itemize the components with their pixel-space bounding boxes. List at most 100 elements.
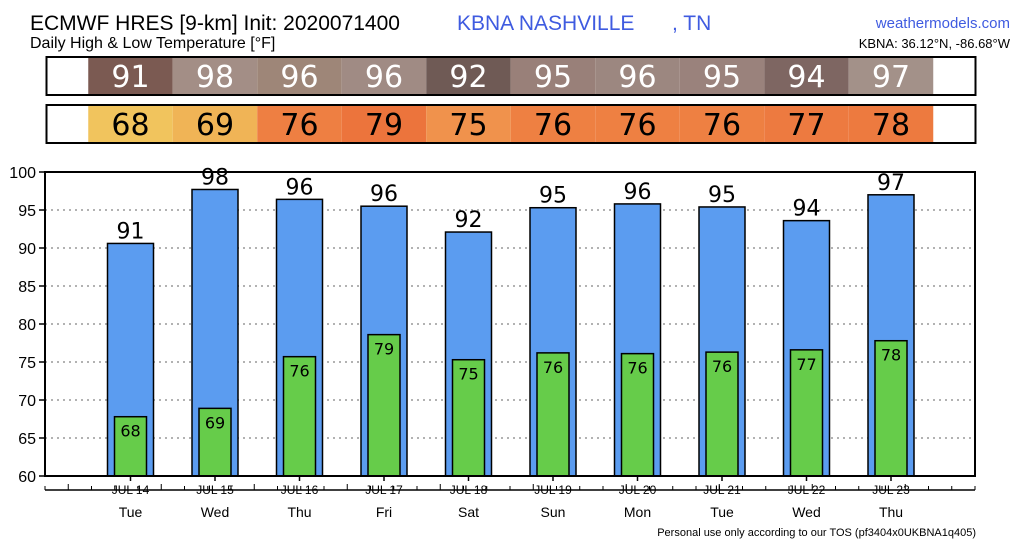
high-temp-strip-cell (764, 57, 849, 95)
x-date-label: JUL 14 (112, 483, 150, 497)
low-temp-bar (620, 352, 655, 477)
high-temp-label: 96 (286, 175, 314, 200)
low-temp-strip-border (45, 104, 977, 144)
x-weekday-label: Tue (119, 504, 143, 520)
x-weekday-label: Wed (792, 504, 821, 520)
high-temp-strip-border (45, 56, 977, 96)
plot-border (44, 171, 976, 477)
high-temp-strip-value: 95 (534, 60, 572, 95)
station-coordinates: KBNA: 36.12°N, -86.68°W (858, 36, 1010, 51)
high-temp-strip-cell (510, 57, 596, 95)
low-temp-label: 76 (289, 362, 309, 381)
high-temp-strip-cell (679, 57, 765, 95)
x-date-label: JUL 23 (872, 483, 910, 497)
site-credit: weathermodels.com (875, 15, 1010, 32)
y-tick-label: 70 (18, 393, 36, 410)
x-weekday-label: Mon (624, 504, 651, 520)
low-temp-strip-cell (679, 105, 765, 143)
x-date-label: JUL 20 (619, 483, 657, 497)
x-weekday-label: Sat (458, 504, 479, 520)
x-date-label: JUL 15 (196, 483, 234, 497)
x-weekday-label: Fri (376, 504, 392, 520)
low-temp-strip-value: 76 (280, 108, 318, 143)
low-temp-strip-cell (764, 105, 849, 143)
high-temp-label: 97 (877, 171, 905, 196)
usage-footer: Personal use only according to our TOS (… (657, 527, 976, 539)
x-weekday-label: Sun (541, 504, 566, 520)
high-temp-strip-value: 94 (787, 60, 825, 95)
high-temp-strip-cell (595, 57, 680, 95)
y-tick-label: 85 (18, 279, 36, 296)
low-temp-strip-value: 77 (787, 108, 825, 143)
y-tick-label: 60 (18, 469, 36, 486)
low-temp-strip-value: 68 (111, 108, 149, 143)
x-weekday-label: Thu (879, 504, 903, 520)
low-temp-bar (451, 358, 486, 477)
high-temp-strip-value: 96 (280, 60, 318, 95)
low-temp-label: 76 (712, 357, 732, 376)
x-date-label: JUL 18 (450, 483, 488, 497)
x-date-label: JUL 19 (534, 483, 572, 497)
low-temp-bar (705, 351, 739, 477)
low-temp-strip-cell (595, 105, 680, 143)
high-temp-strip-cell (88, 57, 173, 95)
high-temp-strip-cell (341, 57, 427, 95)
chart-subtitle: Daily High & Low Temperature [°F] (30, 35, 276, 52)
low-temp-label: 79 (374, 340, 394, 359)
low-temp-label: 77 (796, 355, 816, 374)
x-date-label: JUL 22 (788, 483, 826, 497)
high-temp-label: 95 (708, 183, 736, 208)
high-temp-strip-value: 95 (703, 60, 741, 95)
high-temp-label: 94 (793, 197, 821, 222)
x-date-label: JUL 17 (365, 483, 403, 497)
low-temp-strip-cell (848, 105, 934, 143)
high-temp-strip-value: 91 (111, 60, 149, 95)
high-temp-strip-value: 92 (449, 60, 487, 95)
low-temp-label: 76 (543, 358, 563, 377)
high-temp-label: 98 (201, 165, 229, 190)
y-tick-label: 100 (9, 165, 36, 182)
low-temp-bar (198, 407, 232, 477)
low-temp-strip-value: 76 (703, 108, 741, 143)
y-tick-label: 65 (18, 431, 36, 448)
x-date-label: JUL 16 (281, 483, 319, 497)
low-temp-label: 69 (205, 413, 225, 432)
low-temp-bar (789, 349, 824, 477)
low-temp-label: 76 (627, 359, 647, 378)
low-temp-bar (113, 415, 148, 477)
high-temp-strip-cell (426, 57, 511, 95)
high-temp-strip-cell (848, 57, 934, 95)
low-temp-label: 75 (458, 365, 478, 384)
low-temp-strip-cell (257, 105, 342, 143)
low-temp-strip-value: 79 (365, 108, 403, 143)
low-temp-strip-cell (172, 105, 258, 143)
low-temp-strip-value: 75 (449, 108, 487, 143)
x-date-label: JUL 21 (703, 483, 741, 497)
high-temp-label: 96 (624, 180, 652, 205)
chart-title: ECMWF HRES [9-km] Init: 2020071400 (30, 12, 400, 35)
y-tick-label: 75 (18, 355, 36, 372)
y-tick-label: 95 (18, 203, 36, 220)
low-temp-strip-value: 76 (534, 108, 572, 143)
low-temp-strip-value: 76 (618, 108, 656, 143)
high-temp-strip: 91 98 96 96 92 95 96 95 94 97 (45, 56, 977, 96)
low-temp-label: 68 (120, 422, 140, 441)
low-temp-bar (367, 333, 401, 477)
high-temp-strip-value: 96 (365, 60, 403, 95)
y-tick-label: 80 (18, 317, 36, 334)
low-temp-strip-cell (426, 105, 511, 143)
low-temp-strip: 68 69 76 79 75 76 76 76 77 78 (45, 104, 977, 144)
low-temp-strip-value: 78 (872, 108, 910, 143)
high-temp-label: 95 (539, 184, 567, 209)
low-temp-strip-cell (88, 105, 173, 143)
x-weekday-label: Wed (201, 504, 230, 520)
high-temp-strip-value: 96 (618, 60, 656, 95)
high-temp-strip-cell (172, 57, 258, 95)
low-temp-strip-cell (510, 105, 596, 143)
y-tick-label: 90 (18, 241, 36, 258)
low-temp-strip-value: 69 (196, 108, 234, 143)
high-temp-strip-cell (257, 57, 342, 95)
high-temp-label: 96 (370, 182, 398, 207)
low-temp-strip-cell (341, 105, 427, 143)
